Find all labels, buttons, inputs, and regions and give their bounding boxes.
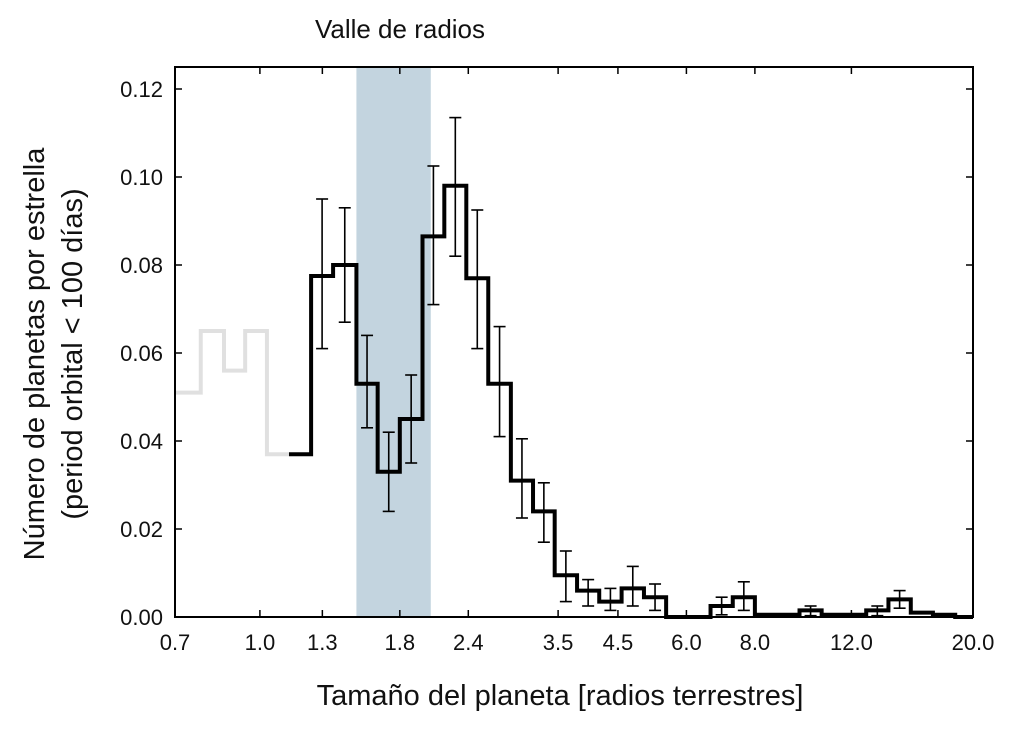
y-tick-label: 0.10 [120, 165, 163, 190]
x-tick-label: 1.8 [385, 630, 416, 655]
x-tick-label: 12.0 [830, 630, 873, 655]
x-tick-label: 4.5 [603, 630, 634, 655]
x-tick-label: 6.0 [671, 630, 702, 655]
x-tick-label: 2.4 [453, 630, 484, 655]
x-tick-label: 20.0 [952, 630, 995, 655]
y-axis-label-line2: (period orbital < 100 días) [57, 188, 89, 519]
y-tick-label: 0.04 [120, 429, 163, 454]
valley-annotation: Valle de radios [315, 14, 485, 44]
y-axis-label-line1: Número de planetas por estrella [19, 147, 51, 561]
plot-frame [174, 66, 974, 618]
x-tick-label: 1.3 [307, 630, 338, 655]
x-axis-label: Tamaño del planeta [radios terrestres] [317, 680, 804, 712]
y-tick-label: 0.06 [120, 341, 163, 366]
valley-band [356, 67, 431, 617]
x-tick-label: 0.7 [160, 630, 191, 655]
x-tick-label: 1.0 [245, 630, 276, 655]
y-tick-label: 0.08 [120, 253, 163, 278]
plot-area: 0.00 0.02 0.04 0.06 0.08 0.10 0.12 0.7 1.0 1.3 1.8… [120, 66, 995, 655]
y-tick-label: 0.02 [120, 517, 163, 542]
main-step-series [288, 183, 973, 619]
incomplete-step-series [175, 329, 289, 457]
x-tick-label: 8.0 [740, 630, 771, 655]
y-tick-label: 0.00 [120, 605, 163, 630]
y-tick-label: 0.12 [120, 77, 163, 102]
x-tick-label: 3.5 [543, 630, 574, 655]
